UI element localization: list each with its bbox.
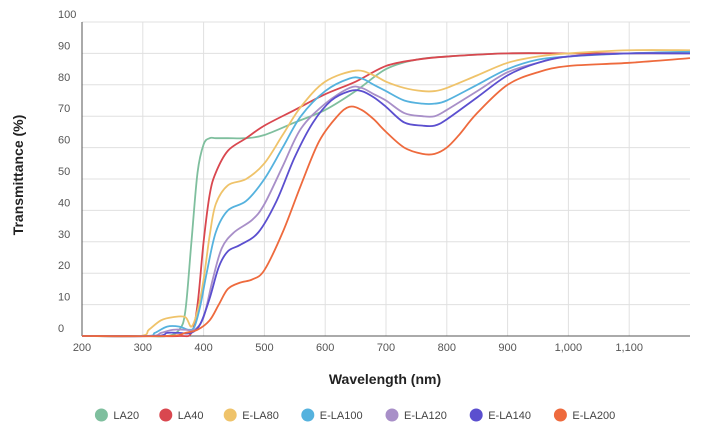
y-tick-label: 100 xyxy=(58,9,76,21)
legend-label-e-la140: E-LA140 xyxy=(488,410,531,422)
series-lines xyxy=(81,49,691,338)
x-tick-label: 400 xyxy=(194,342,212,354)
y-tick-label: 50 xyxy=(58,166,70,178)
legend-label-la40: LA40 xyxy=(178,410,204,422)
legend-marker-e-la80 xyxy=(223,408,237,422)
legend-marker-e-la200 xyxy=(553,408,567,422)
x-tick-label: 800 xyxy=(438,342,456,354)
y-tick-label: 20 xyxy=(58,260,70,272)
x-tick-label: 300 xyxy=(134,342,152,354)
series-line-e-la200 xyxy=(81,57,691,338)
legend-marker-la20 xyxy=(94,408,108,422)
x-tick-label: 900 xyxy=(498,342,516,354)
legend-label-e-la200: E-LA200 xyxy=(572,410,615,422)
y-tick-label: 90 xyxy=(58,40,70,52)
tick-labels: 0 10 20 30 40 50 60 70 80 90 100 200 300 400 500 600 700… xyxy=(58,9,643,354)
x-tick-label: 700 xyxy=(377,342,395,354)
series-line-e-la120 xyxy=(81,52,691,338)
x-tick-label: 1,000 xyxy=(555,342,583,354)
y-tick-label: 0 xyxy=(58,323,64,335)
legend-label-la20: LA20 xyxy=(113,410,139,422)
y-tick-label: 60 xyxy=(58,135,70,147)
series-line-e-la140 xyxy=(81,52,691,338)
x-tick-label: 600 xyxy=(316,342,334,354)
legend-label-e-la120: E-LA120 xyxy=(404,410,447,422)
x-axis-title: Wavelength (nm) xyxy=(329,371,441,387)
y-tick-label: 40 xyxy=(58,197,70,209)
x-tick-label: 500 xyxy=(255,342,273,354)
legend-label-e-la100: E-LA100 xyxy=(320,410,363,422)
legend: LA20 LA40 E-LA80 E-LA100 E-LA120 E-LA140 E-LA2… xyxy=(94,408,615,422)
x-tick-label: 200 xyxy=(73,342,91,354)
legend-marker-la40 xyxy=(159,408,173,422)
y-tick-label: 70 xyxy=(58,103,70,115)
y-tick-label: 30 xyxy=(58,229,70,241)
x-tick-label: 1,100 xyxy=(615,342,643,354)
series-line-e-la80 xyxy=(81,49,691,338)
legend-marker-e-la100 xyxy=(301,408,315,422)
y-tick-label: 10 xyxy=(58,292,70,304)
y-axis-title: Transmittance (%) xyxy=(10,115,26,236)
y-tick-label: 80 xyxy=(58,72,70,84)
legend-label-e-la80: E-LA80 xyxy=(242,410,279,422)
legend-marker-e-la140 xyxy=(469,408,483,422)
legend-marker-e-la120 xyxy=(385,408,399,422)
